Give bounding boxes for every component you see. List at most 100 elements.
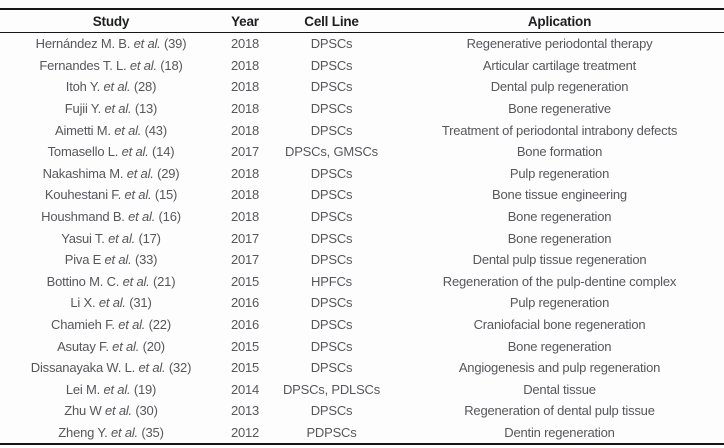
study-authors: Itoh Y. — [65, 79, 101, 95]
reference-number: (19) — [133, 381, 157, 397]
year-cell: 2015 — [230, 338, 260, 354]
study-authors: Hernández M. B. — [35, 36, 131, 52]
table-row: Aimetti M. et al. (43) 2018 DPSCs Treatm… — [0, 119, 724, 141]
study-authors: Piva E — [64, 252, 102, 268]
year-cell: 2017 — [230, 144, 260, 160]
cell-line-cell: DPSCs, PDLSCs — [282, 381, 381, 397]
application-cell: Bone regeneration — [507, 338, 612, 354]
et-al-label: et al. — [110, 424, 138, 440]
study-authors: Fujii Y. — [64, 101, 102, 117]
table-row: Hernández M. B. et al. (39) 2018 DPSCs R… — [0, 33, 724, 55]
year-cell: 2018 — [230, 187, 260, 203]
year-cell: 2018 — [230, 101, 260, 117]
study-cell: Lei M. et al. (19) — [0, 379, 222, 401]
year-cell: 2015 — [230, 360, 260, 376]
reference-number: (15) — [154, 187, 178, 203]
year-cell: 2012 — [230, 424, 260, 440]
table-row: Zhu W et al. (30) 2013 DPSCs Regeneratio… — [0, 400, 724, 422]
study-authors: Kouhestani F. — [44, 187, 122, 203]
cell-line-cell: DPSCs — [310, 79, 353, 95]
study-cell: Fujii Y. et al. (13) — [0, 98, 222, 120]
cell-line-cell: DPSCs — [310, 252, 353, 268]
reference-number: (20) — [142, 338, 166, 354]
application-cell: Pulp regeneration — [509, 295, 610, 311]
year-cell: 2017 — [230, 252, 260, 268]
reference-number: (16) — [158, 209, 182, 225]
application-cell: Bone regenerative — [508, 101, 611, 117]
col-header-year: Year — [222, 9, 268, 33]
study-cell: Bottino M. C. et al. (21) — [0, 271, 222, 293]
reference-number: (39) — [164, 36, 187, 52]
cell-line-cell: HPFCs — [311, 273, 352, 289]
col-header-application: Aplication — [395, 9, 724, 33]
et-al-label: et al. — [126, 165, 154, 181]
reference-number: (30) — [135, 403, 158, 419]
application-cell: Dental pulp tissue regeneration — [472, 252, 647, 268]
table-row: Nakashima M. et al. (29) 2018 DPSCs Pulp… — [0, 163, 724, 185]
study-authors: Tomasello L. — [47, 144, 119, 160]
table-row: Li X. et al. (31) 2016 DPSCs Pulp regene… — [0, 292, 724, 314]
cell-line-cell: DPSCs — [310, 57, 353, 73]
study-cell: Asutay F. et al. (20) — [0, 335, 222, 357]
table-row: Yasui T. et al. (17) 2017 DPSCs Bone reg… — [0, 227, 724, 249]
cell-line-cell: DPSCs, GMSCs — [285, 144, 378, 160]
study-cell: Nakashima M. et al. (29) — [0, 163, 222, 185]
study-cell: Chamieh F. et al. (22) — [0, 314, 222, 336]
et-al-label: et al. — [133, 36, 161, 52]
et-al-label: et al. — [138, 360, 166, 376]
table-body: Hernández M. B. et al. (39) 2018 DPSCs R… — [0, 33, 724, 445]
reference-number: (21) — [153, 273, 176, 289]
table-row: Chamieh F. et al. (22) 2016 DPSCs Cranio… — [0, 314, 724, 336]
application-cell: Bone regeneration — [507, 209, 612, 225]
cell-line-cell: DPSCs — [310, 295, 353, 311]
study-cell: Aimetti M. et al. (43) — [0, 119, 222, 141]
et-al-label: et al. — [114, 122, 142, 138]
study-authors: Aimetti M. — [55, 122, 111, 138]
study-authors: Dissanayaka W. L. — [30, 360, 136, 376]
study-authors: Houshmand B. — [41, 209, 125, 225]
table-row: Itoh Y. et al. (28) 2018 DPSCs Dental pu… — [0, 76, 724, 98]
study-authors: Zheng Y. — [58, 424, 108, 440]
table-row: Lei M. et al. (19) 2014 DPSCs, PDLSCs De… — [0, 379, 724, 401]
et-al-label: et al. — [108, 230, 136, 246]
year-cell: 2017 — [230, 230, 260, 246]
cell-line-cell: DPSCs — [310, 36, 353, 52]
year-cell: 2016 — [230, 317, 260, 333]
reference-number: (29) — [157, 165, 180, 181]
col-header-study: Study — [0, 9, 222, 33]
studies-table: Study Year Cell Line Aplication Hernánde… — [0, 8, 724, 446]
study-authors: Li X. — [70, 295, 96, 311]
year-cell: 2018 — [230, 209, 260, 225]
study-cell: Zheng Y. et al. (35) — [0, 422, 222, 445]
cell-line-cell: PDPSCs — [306, 424, 357, 440]
study-cell: Zhu W et al. (30) — [0, 400, 222, 422]
et-al-label: et al. — [104, 101, 132, 117]
application-cell: Dentin regeneration — [504, 424, 615, 440]
table-row: Fernandes T. L. et al. (18) 2018 DPSCs A… — [0, 55, 724, 77]
application-cell: Dental tissue — [523, 381, 596, 397]
year-cell: 2015 — [230, 273, 260, 289]
et-al-label: et al. — [122, 273, 150, 289]
study-cell: Hernández M. B. et al. (39) — [0, 33, 222, 55]
study-cell: Tomasello L. et al. (14) — [0, 141, 222, 163]
study-cell: Dissanayaka W. L. et al. (32) — [0, 357, 222, 379]
cell-line-cell: DPSCs — [310, 165, 353, 181]
et-al-label: et al. — [112, 338, 140, 354]
application-cell: Regeneration of the pulp-dentine complex — [442, 273, 677, 289]
table-row: Fujii Y. et al. (13) 2018 DPSCs Bone reg… — [0, 98, 724, 120]
study-cell: Houshmand B. et al. (16) — [0, 206, 222, 228]
et-al-label: et al. — [104, 252, 132, 268]
reference-number: (31) — [129, 295, 152, 311]
et-al-label: et al. — [124, 187, 152, 203]
application-cell: Articular cartilage treatment — [482, 57, 637, 73]
cell-line-cell: DPSCs — [310, 101, 353, 117]
study-cell: Fernandes T. L. et al. (18) — [0, 55, 222, 77]
application-cell: Treatment of periodontal intrabony defec… — [441, 122, 678, 138]
cell-line-cell: DPSCs — [310, 187, 353, 203]
table-header: Study Year Cell Line Aplication — [0, 9, 724, 33]
et-al-label: et al. — [103, 79, 131, 95]
year-cell: 2018 — [230, 36, 260, 52]
et-al-label: et al. — [103, 381, 131, 397]
reference-number: (28) — [133, 79, 157, 95]
